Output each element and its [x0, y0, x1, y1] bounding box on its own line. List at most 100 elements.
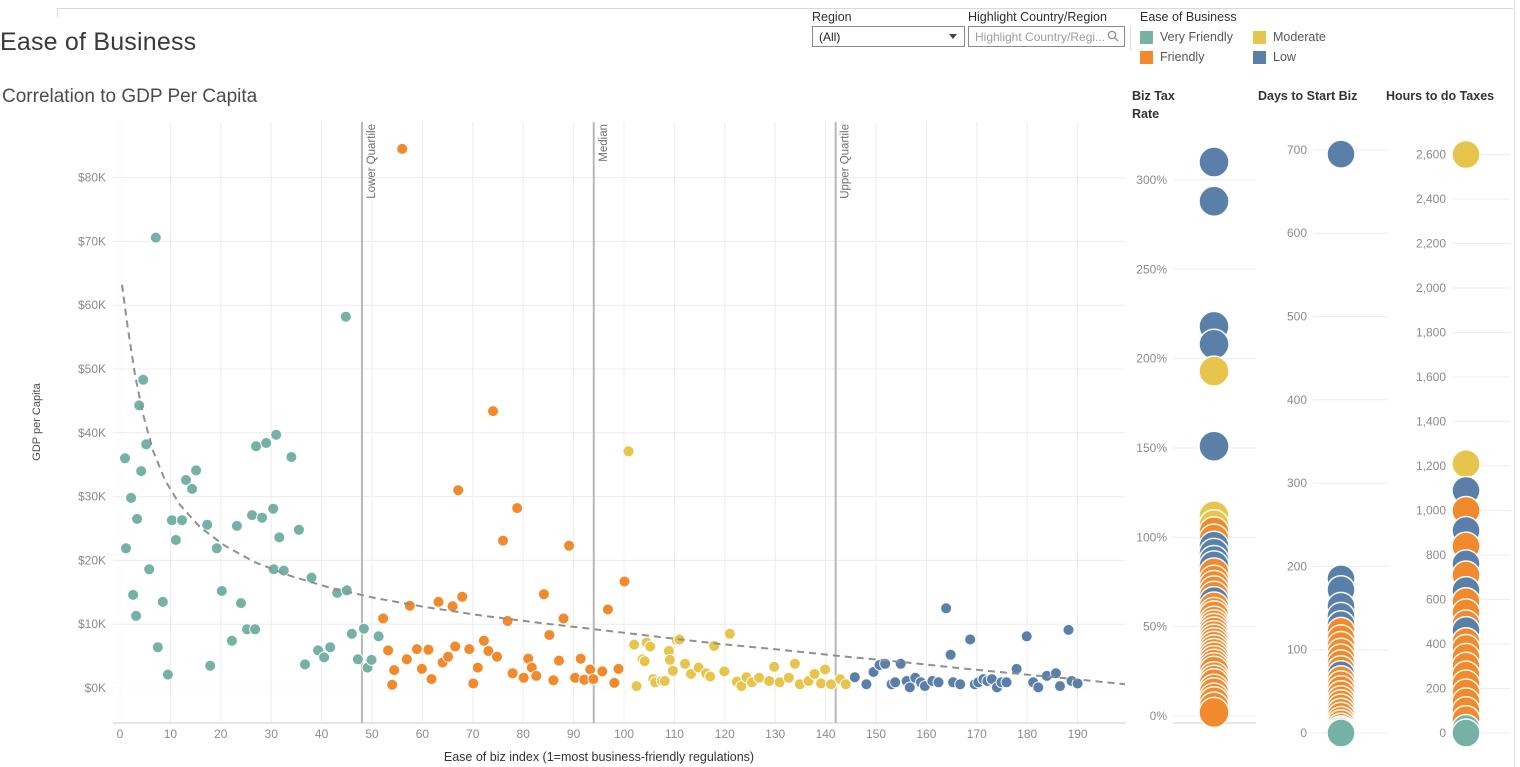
scatter-point[interactable] — [137, 373, 150, 386]
scatter-point[interactable] — [415, 662, 428, 675]
scatter-point[interactable] — [487, 405, 499, 418]
scatter-point[interactable] — [1062, 623, 1075, 636]
scatter-point[interactable] — [292, 523, 305, 536]
scatter-point[interactable] — [860, 678, 873, 691]
scatter-point[interactable] — [249, 623, 262, 636]
scatter-point[interactable] — [215, 585, 228, 597]
scatter-point[interactable] — [547, 674, 560, 687]
scatter-point[interactable] — [463, 643, 476, 656]
strip-point[interactable] — [1451, 718, 1481, 748]
scatter-point[interactable] — [940, 602, 953, 615]
scatter-point[interactable] — [482, 645, 495, 657]
scatter-point[interactable] — [130, 609, 143, 622]
scatter-point[interactable] — [517, 671, 530, 684]
scatter-point[interactable] — [365, 653, 378, 666]
scatter-point[interactable] — [119, 452, 131, 465]
scatter-point[interactable] — [735, 680, 748, 693]
scatter-point[interactable] — [345, 627, 358, 640]
scatter-point[interactable] — [782, 671, 795, 684]
scatter-point[interactable] — [530, 669, 543, 682]
scatter-point[interactable] — [954, 678, 967, 691]
scatter-point[interactable] — [932, 676, 945, 689]
legend-item-friendly[interactable]: Friendly — [1140, 50, 1204, 64]
scatter-point[interactable] — [149, 231, 162, 244]
scatter-point[interactable] — [608, 676, 621, 689]
scatter-point[interactable] — [543, 629, 556, 641]
scatter-point[interactable] — [511, 502, 524, 515]
scatter-point[interactable] — [260, 437, 273, 449]
scatter-point[interactable] — [889, 676, 902, 689]
scatter-point[interactable] — [638, 655, 651, 668]
scatter-point[interactable] — [357, 622, 370, 635]
scatter-point[interactable] — [372, 630, 385, 643]
scatter-point[interactable] — [377, 612, 390, 625]
scatter-point[interactable] — [815, 677, 828, 690]
scatter-point[interactable] — [324, 641, 337, 654]
scatter-point[interactable] — [449, 640, 462, 653]
scatter-point[interactable] — [848, 671, 861, 684]
strip-point[interactable] — [1198, 430, 1230, 462]
scatter-point[interactable] — [267, 563, 280, 576]
scatter-point[interactable] — [273, 531, 286, 544]
scatter-point[interactable] — [808, 668, 821, 680]
scatter-point[interactable] — [425, 673, 438, 686]
scatter-point[interactable] — [256, 511, 269, 524]
scatter-point[interactable] — [204, 659, 217, 672]
scatter-point[interactable] — [612, 662, 625, 675]
scatter-point[interactable] — [622, 445, 635, 458]
strip-point[interactable] — [1198, 355, 1230, 387]
scatter-point[interactable] — [201, 518, 214, 531]
strip-point[interactable] — [1198, 146, 1230, 178]
scatter-point[interactable] — [644, 640, 657, 653]
scatter-point[interactable] — [628, 638, 641, 651]
scatter-point[interactable] — [452, 484, 465, 497]
scatter-point[interactable] — [563, 539, 576, 552]
scatter-point[interactable] — [143, 563, 156, 576]
scatter-point[interactable] — [396, 142, 409, 155]
scatter-point[interactable] — [1054, 680, 1066, 693]
scatter-point[interactable] — [210, 542, 223, 555]
scatter-point[interactable] — [1071, 677, 1084, 690]
scatter-point[interactable] — [225, 634, 238, 647]
scatter-point[interactable] — [125, 491, 138, 504]
scatter-point[interactable] — [658, 675, 671, 687]
scatter-point[interactable] — [763, 675, 776, 687]
scatter-point[interactable] — [386, 678, 399, 691]
scatter-point[interactable] — [601, 603, 614, 616]
scatter-point[interactable] — [596, 665, 609, 678]
scatter-point[interactable] — [299, 658, 311, 671]
scatter-point[interactable] — [270, 428, 283, 441]
scatter-point[interactable] — [285, 451, 298, 463]
scatter-point[interactable] — [400, 653, 413, 666]
scatter-point[interactable] — [537, 588, 550, 601]
highlight-searchbox[interactable] — [968, 26, 1125, 47]
scatter-point[interactable] — [403, 599, 416, 612]
scatter-point[interactable] — [944, 648, 957, 661]
scatter-point[interactable] — [446, 600, 459, 613]
scatter-point[interactable] — [277, 564, 290, 577]
scatter-point[interactable] — [180, 474, 192, 486]
scatter-point[interactable] — [1049, 667, 1062, 680]
strip-point[interactable] — [1326, 139, 1356, 169]
scatter-point[interactable] — [351, 653, 364, 666]
region-filter-dropdown[interactable]: (All) — [812, 26, 965, 47]
scatter-point[interactable] — [501, 615, 514, 627]
scatter-point[interactable] — [497, 534, 509, 547]
scatter-point[interactable] — [246, 509, 258, 522]
scatter-point[interactable] — [267, 502, 280, 515]
strip-point[interactable] — [1198, 328, 1230, 361]
scatter-point[interactable] — [666, 664, 679, 677]
scatter-point[interactable] — [704, 670, 717, 683]
scatter-point[interactable] — [679, 657, 691, 670]
scatter-point[interactable] — [151, 641, 164, 654]
scatter-point[interactable] — [903, 681, 916, 694]
legend-item-moderate[interactable]: Moderate — [1253, 30, 1326, 44]
scatter-point[interactable] — [235, 597, 247, 610]
strip-point[interactable] — [1198, 185, 1230, 218]
scatter-point[interactable] — [553, 654, 565, 667]
scatter-point[interactable] — [186, 482, 199, 495]
scatter-point[interactable] — [491, 650, 503, 663]
scatter-point[interactable] — [250, 440, 263, 453]
scatter-point[interactable] — [618, 575, 631, 588]
scatter-point[interactable] — [685, 668, 697, 680]
